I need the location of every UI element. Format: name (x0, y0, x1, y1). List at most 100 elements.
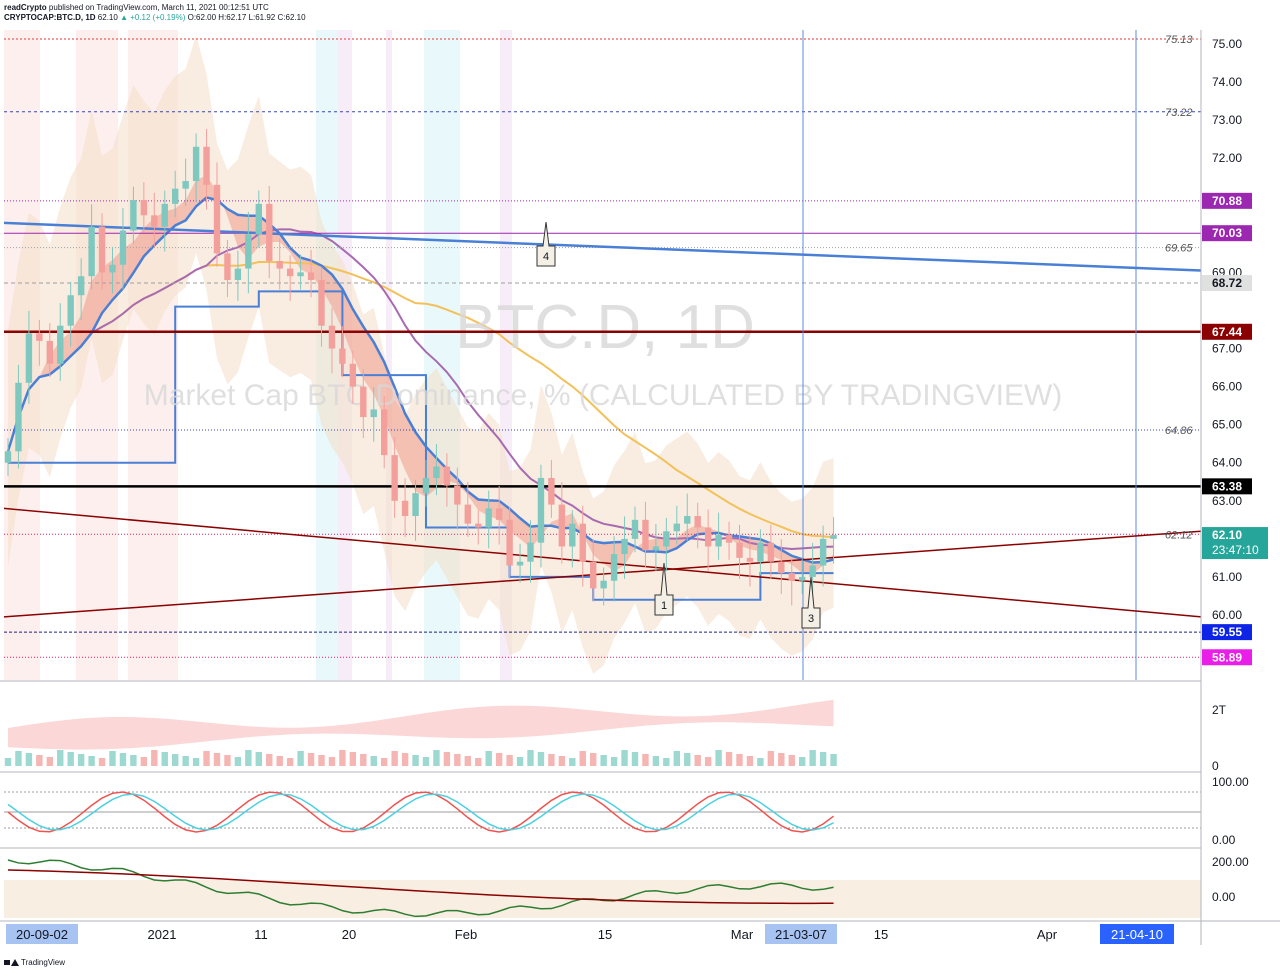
price-axis[interactable]: 75.0074.0073.0072.0069.0067.0066.0065.00… (1165, 30, 1268, 945)
candle-body (590, 561, 597, 589)
callout-shape (654, 562, 674, 616)
volume-bar (234, 757, 242, 766)
volume-bar (328, 757, 336, 766)
candle-body (172, 188, 179, 204)
time-tick-label: 2021 (148, 927, 177, 942)
level-badge-label: 59.55 (1212, 625, 1242, 639)
volume-bar (119, 753, 127, 766)
candle-body (569, 523, 576, 547)
volume-bar (558, 756, 566, 766)
volume-bar (715, 750, 722, 766)
price-tick-label: 65.00 (1212, 418, 1242, 432)
symbol-label[interactable]: CRYPTOCAP:BTC.D, 1D (4, 13, 96, 22)
candle-body (809, 565, 816, 577)
volume-bar (527, 750, 534, 766)
volume-bar (579, 751, 586, 766)
price-tick-label: 75.00 (1212, 37, 1242, 51)
osc-tick-label: 0.00 (1212, 890, 1236, 904)
volume-bar (255, 752, 262, 766)
stochastic-pane[interactable]: 100.00 0.00 (0, 771, 1249, 847)
volume-bar (182, 756, 189, 766)
brand-label: TradingView (21, 958, 66, 967)
tradingview-logo-icon[interactable] (4, 958, 19, 967)
volume-bar (443, 752, 451, 766)
candle-body (736, 542, 743, 558)
volume-bar (725, 752, 733, 766)
volume-bar (673, 751, 680, 766)
level-badge[interactable] (1202, 478, 1252, 495)
volume-bar (809, 750, 816, 766)
volume-bar (67, 752, 74, 766)
volume-bar (422, 757, 430, 766)
footer: TradingView (4, 958, 65, 967)
volume-bar (454, 754, 461, 766)
volume-bar (767, 751, 775, 766)
level-badge[interactable] (1202, 649, 1252, 666)
volume-bar (621, 750, 628, 766)
candle-body (109, 264, 116, 273)
volume-bar (360, 754, 367, 766)
start-date-label: 20-09-02 (16, 927, 68, 942)
candle-body (495, 508, 503, 520)
candle-body (161, 203, 168, 227)
volume-bar (46, 757, 53, 766)
price-change: ▲ +0.12 (+0.19%) (120, 13, 186, 22)
candle-body (57, 325, 64, 364)
stoch-d-line (7, 793, 834, 831)
candle-body (830, 535, 837, 539)
last-price: 62.10 (97, 13, 118, 22)
time-axis[interactable]: 2021 11 20 Feb 15 Mar 15 Apr 20-09-02 21-03-07 21-… (0, 920, 1280, 944)
end-date-badge[interactable] (1100, 924, 1174, 944)
level-badge-label: 70.88 (1212, 194, 1242, 208)
ohlc-open: O:62.00 (187, 13, 217, 22)
current-price-badge[interactable] (1202, 527, 1268, 560)
level-badge[interactable] (1202, 624, 1252, 641)
candle-body (370, 409, 377, 418)
author-name[interactable]: readCrypto (4, 3, 47, 12)
volume-bar (36, 755, 43, 766)
volume-bar (77, 754, 85, 766)
cursor-date-badge[interactable] (765, 924, 837, 944)
price-tick-label: 66.00 (1212, 380, 1242, 394)
volume-bar (548, 754, 555, 766)
candle-body (119, 230, 127, 265)
trendline[interactable] (3, 221, 1202, 272)
volume-bar (694, 755, 701, 766)
candle-body (130, 200, 137, 231)
session-stripe (386, 30, 392, 680)
ma-mid-line (7, 228, 834, 550)
level-badge[interactable] (1202, 275, 1252, 292)
candle-body (140, 200, 148, 216)
start-date-badge[interactable] (6, 924, 78, 944)
volume-bar (25, 753, 33, 766)
candle-body (684, 516, 691, 524)
osc-tick-label: 200.00 (1212, 855, 1249, 869)
volume-bar (464, 756, 471, 766)
oscillator-pane[interactable]: 200.00 0.00 (0, 847, 1249, 918)
level-badge[interactable] (1202, 225, 1252, 242)
candle-body (663, 531, 670, 547)
level-badge[interactable] (1202, 323, 1252, 340)
volume-bar (4, 758, 12, 766)
volume-bar (610, 757, 618, 766)
candle-body (819, 538, 827, 566)
candle-body (276, 260, 283, 269)
volume-bar (704, 757, 712, 766)
volume-bar (631, 752, 639, 766)
trendlines[interactable] (3, 30, 1202, 680)
volume-bar (130, 755, 137, 766)
candle-body (788, 573, 795, 581)
time-tick-label: Mar (731, 927, 754, 942)
candle-body (725, 535, 733, 543)
candle-body (694, 516, 701, 528)
trendline[interactable] (3, 530, 1202, 618)
volume-pane[interactable]: 2T 0 (0, 680, 1227, 773)
callout-label: 1 (661, 600, 667, 612)
volume-bar (788, 755, 795, 766)
candle-body (15, 382, 22, 452)
candle-body (213, 184, 221, 254)
time-tick-label: Apr (1037, 927, 1058, 942)
trendline[interactable] (3, 507, 1202, 618)
level-badge[interactable] (1202, 192, 1252, 209)
